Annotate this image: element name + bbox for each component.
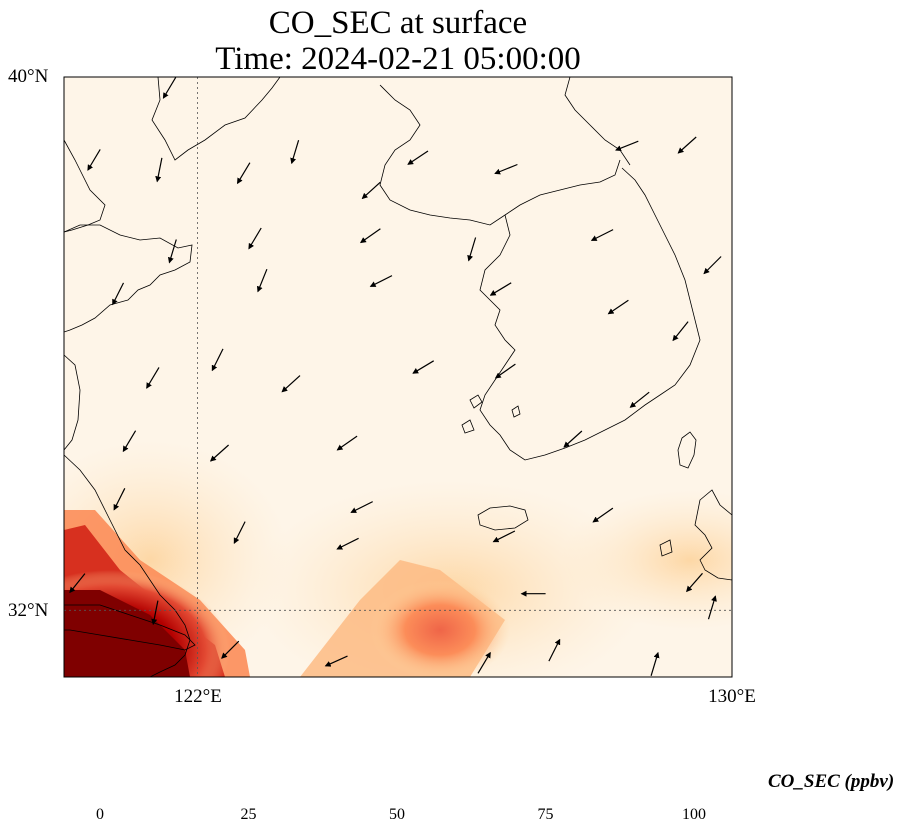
wind-vector-0 — [162, 77, 177, 99]
coastline-bohai-west — [64, 139, 106, 233]
coastline-liaodong — [151, 77, 281, 161]
wind-vector-24 — [281, 375, 301, 393]
map-plot — [63, 76, 733, 678]
coastline-shandong — [64, 224, 193, 333]
wind-vector-10 — [167, 239, 177, 264]
wind-vector-9 — [677, 136, 697, 154]
coastline-kyushu — [694, 489, 732, 581]
wind-vector-3 — [236, 162, 251, 185]
wind-vector-1 — [87, 149, 101, 171]
coastline-korea-peninsula — [479, 167, 701, 461]
plume-shanghai-max — [64, 590, 190, 677]
wind-vector-18 — [369, 275, 393, 287]
wind-vector-15 — [703, 256, 722, 275]
map-title: CO_SEC at surface — [268, 5, 528, 41]
wind-vector-8 — [615, 140, 639, 152]
wind-vector-35 — [492, 530, 516, 543]
wind-vector-6 — [407, 150, 429, 165]
wind-vector-25 — [412, 360, 435, 374]
wind-vector-13 — [467, 237, 477, 262]
wind-vector-12 — [359, 228, 381, 244]
coastline-yangtze-estuary — [64, 604, 196, 651]
wind-vector-17 — [256, 268, 268, 293]
wind-arrows — [69, 77, 722, 676]
lon-tick-122E: 122°E — [174, 686, 222, 707]
wind-vector-46 — [650, 651, 660, 676]
wind-vector-36 — [592, 507, 614, 523]
wind-vector-11 — [248, 227, 262, 250]
colorbar-tick-100: 100 — [682, 806, 706, 823]
wind-vector-39 — [686, 572, 703, 593]
lat-tick-32N: 32°N — [8, 600, 49, 621]
wind-vector-2 — [155, 157, 163, 183]
colorbar-label: CO_SEC (ppbv) — [768, 771, 895, 792]
wind-vector-40 — [69, 573, 86, 594]
wind-vector-44 — [477, 651, 491, 674]
wind-vector-28 — [122, 430, 137, 453]
gridlines — [64, 77, 732, 677]
wind-vector-29 — [209, 444, 229, 462]
coastline-tsushima — [677, 431, 697, 469]
coastline-jeju — [477, 505, 529, 531]
wind-vector-23 — [211, 348, 224, 372]
wind-vector-30 — [336, 435, 358, 451]
colorbar-tick-25: 25 — [240, 806, 257, 823]
map-subtitle: Time: 2024-02-21 05:00:00 — [215, 41, 581, 77]
wind-vector-33 — [233, 521, 246, 544]
colorbar-tick-50: 50 — [389, 806, 405, 823]
lon-tick-130E: 130°E — [708, 686, 756, 707]
wind-vector-7 — [494, 163, 518, 175]
colorbar-tick-0: 0 — [96, 806, 104, 823]
wind-vector-43 — [324, 655, 348, 667]
wind-vector-16 — [112, 282, 125, 306]
lat-tick-40N: 40°N — [8, 66, 49, 87]
wind-vector-31 — [563, 430, 583, 448]
coastline-korea-north — [379, 84, 621, 226]
map-frame — [63, 76, 733, 678]
wind-vector-19 — [489, 282, 512, 296]
wind-vector-5 — [361, 181, 381, 200]
wind-vector-41 — [151, 600, 159, 626]
wind-vector-32 — [113, 488, 126, 511]
concentration-field — [64, 440, 732, 677]
plume-east-china-sea-core — [370, 580, 510, 677]
wind-vector-22 — [146, 367, 160, 389]
wind-vector-4 — [290, 140, 300, 165]
wind-vector-42 — [221, 640, 240, 659]
wind-vector-47 — [707, 595, 717, 620]
wind-vector-26 — [494, 363, 516, 379]
wind-vector-34 — [350, 501, 373, 513]
wind-vector-21 — [672, 321, 689, 342]
wind-vector-20 — [607, 299, 629, 315]
colorbar-tick-75: 75 — [537, 806, 554, 823]
wind-vector-37 — [336, 537, 359, 550]
coastline-jiangsu — [64, 354, 191, 677]
wind-vector-27 — [629, 391, 650, 408]
wind-vector-14 — [590, 229, 614, 241]
wind-vector-45 — [548, 638, 561, 662]
coastline-goto — [659, 539, 673, 557]
coastline-korea-west-islands — [461, 394, 521, 434]
